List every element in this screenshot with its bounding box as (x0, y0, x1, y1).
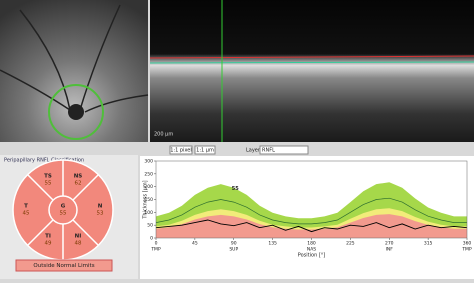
zoom-pixel-button[interactable] (169, 145, 193, 155)
y-tick-label: 200 (144, 184, 153, 190)
sector-label: G (61, 204, 66, 210)
sector-value: 49 (45, 241, 52, 247)
sector-tick-label: NAS (307, 247, 316, 253)
y-tick-label: 50 (147, 223, 153, 229)
y-tick-label: 100 (144, 210, 153, 216)
y-tick-label: 150 (144, 197, 153, 203)
y-tick-label: 0 (150, 236, 153, 242)
ilm-line (149, 55, 474, 59)
zoom-um-button[interactable] (194, 145, 216, 155)
scan-circle (48, 84, 104, 140)
sector-label: TS (44, 174, 52, 180)
sector-tick-label: INF (386, 247, 394, 253)
annotation: 55 (232, 186, 239, 192)
sector-value: 62 (75, 181, 82, 187)
sector-tick-label: SUP (229, 247, 238, 253)
scale-label: 200 µm (154, 132, 173, 138)
x-tick-label: 315 (424, 241, 433, 247)
zoom-pixel: 1:1 pixel (170, 148, 191, 154)
sector-tick-label: TMP (461, 247, 472, 253)
result-box (15, 259, 113, 272)
series-line (155, 197, 467, 225)
sector-label: TI (45, 234, 51, 240)
layer-label: Layer (246, 148, 261, 154)
sector-diagram (12, 159, 114, 261)
sector-value: 53 (97, 211, 104, 217)
rnfl-line (149, 61, 474, 64)
x-axis-label: Position [°] (298, 253, 326, 259)
sector-tick-label: TMP (150, 247, 161, 253)
x-tick-label: 135 (268, 241, 277, 247)
x-tick-label: 45 (192, 241, 198, 247)
y-tick-label: 300 (144, 159, 153, 165)
band-area (156, 214, 467, 238)
sector-value: 55 (60, 211, 67, 217)
optic-disc (68, 104, 84, 120)
x-tick-label: 360 (463, 241, 472, 247)
y-tick-label: 250 (144, 171, 153, 177)
sector-label: NS (74, 174, 83, 180)
x-tick-label: 180 (307, 241, 316, 247)
sector-label: NI (75, 234, 82, 240)
vessels (0, 4, 149, 113)
classification-title: Peripapillary RNFL Classification (4, 158, 84, 164)
result-text: Outside Normal Limits (33, 263, 94, 269)
x-tick-label: 0 (155, 241, 158, 247)
sector-value: 45 (23, 211, 30, 217)
oct-scan (150, 0, 474, 142)
layer-select[interactable] (259, 145, 309, 155)
x-tick-label: 270 (385, 241, 394, 247)
y-axis-label: Thickness [µm] (143, 180, 149, 219)
sector-value: 55 (45, 181, 52, 187)
zoom-um: 1:1 µm (196, 148, 214, 154)
sector-label: T (24, 204, 28, 210)
sector-value: 48 (75, 241, 82, 247)
layer-value: RNFL (262, 148, 275, 154)
series-line (155, 219, 468, 233)
x-tick-label: 90 (231, 241, 237, 247)
fundus-image (0, 0, 148, 142)
x-tick-label: 225 (346, 241, 355, 247)
sector-label: N (98, 204, 103, 210)
